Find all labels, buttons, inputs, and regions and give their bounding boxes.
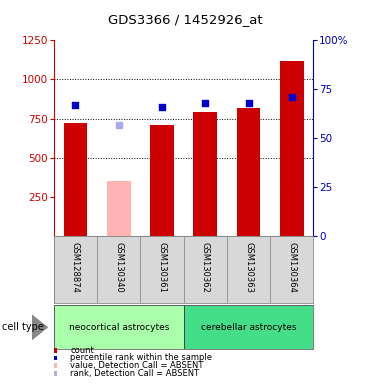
- Text: GSM128874: GSM128874: [71, 242, 80, 292]
- Text: neocortical astrocytes: neocortical astrocytes: [69, 323, 169, 332]
- Text: percentile rank within the sample: percentile rank within the sample: [70, 353, 213, 362]
- Bar: [97, 236, 140, 303]
- Point: [289, 94, 295, 100]
- Text: count: count: [70, 346, 94, 355]
- Bar: [270, 236, 313, 303]
- Bar: [150, 125, 174, 236]
- Point: [202, 100, 208, 106]
- Text: GSM130340: GSM130340: [114, 242, 123, 292]
- Point: [159, 104, 165, 110]
- Text: rank, Detection Call = ABSENT: rank, Detection Call = ABSENT: [70, 369, 200, 378]
- Bar: [184, 236, 227, 303]
- Bar: [54, 236, 97, 303]
- Text: GSM130362: GSM130362: [201, 242, 210, 292]
- Text: GSM130363: GSM130363: [244, 242, 253, 293]
- Point: [116, 121, 122, 127]
- Bar: [63, 123, 87, 236]
- Bar: [280, 61, 304, 236]
- Bar: [193, 113, 217, 236]
- Bar: [227, 236, 270, 303]
- Polygon shape: [32, 314, 48, 341]
- Bar: [237, 108, 260, 236]
- Bar: [107, 181, 131, 236]
- Text: cerebellar astrocytes: cerebellar astrocytes: [201, 323, 296, 332]
- Bar: [54, 305, 184, 349]
- Bar: [140, 236, 184, 303]
- Text: value, Detection Call = ABSENT: value, Detection Call = ABSENT: [70, 361, 204, 370]
- Text: GSM130361: GSM130361: [158, 242, 167, 292]
- Text: cell type: cell type: [2, 322, 44, 333]
- Text: GDS3366 / 1452926_at: GDS3366 / 1452926_at: [108, 13, 263, 26]
- Point: [72, 102, 78, 108]
- Bar: [184, 305, 313, 349]
- Point: [246, 100, 252, 106]
- Text: GSM130364: GSM130364: [288, 242, 296, 292]
